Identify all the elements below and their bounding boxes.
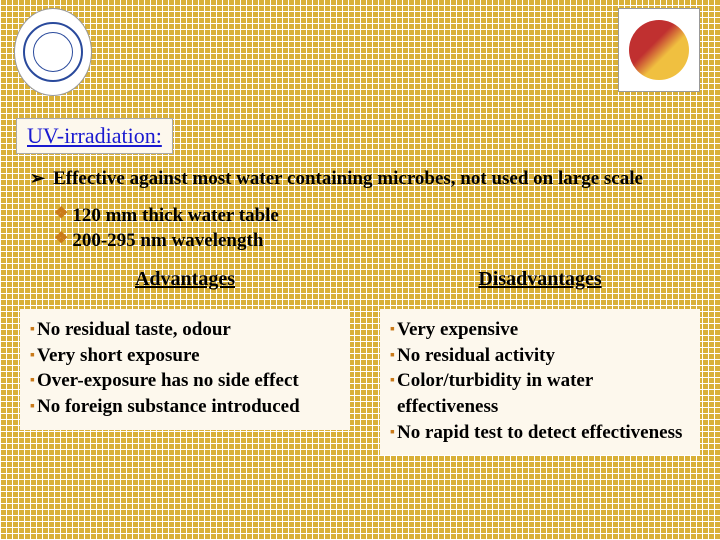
square-bullet-icon: ▪ xyxy=(390,343,395,369)
advantages-box: ▪ No residual taste, odour ▪ Very short … xyxy=(20,309,350,430)
sub-point: ❖ 200-295 nm wavelength xyxy=(54,229,279,254)
advantage-text: No residual taste, odour xyxy=(37,317,231,343)
logo-right xyxy=(618,8,700,92)
list-item: ▪ No rapid test to detect effectiveness xyxy=(390,420,690,446)
emblem-icon xyxy=(629,20,689,80)
disadvantages-column: Disadvantages ▪ Very expensive ▪ No resi… xyxy=(380,268,700,455)
arrow-bullet-icon: ➢ xyxy=(30,168,45,190)
square-bullet-icon: ▪ xyxy=(30,317,35,343)
advantage-text: Over-exposure has no side effect xyxy=(37,368,299,394)
list-item: ▪ Very expensive xyxy=(390,317,690,343)
list-item: ▪ No residual taste, odour xyxy=(30,317,340,343)
list-item: ▪ No foreign substance introduced xyxy=(30,394,340,420)
sub-points: ❖ 120 mm thick water table ❖ 200-295 nm … xyxy=(54,204,279,253)
disadvantage-text: No rapid test to detect effectiveness xyxy=(397,420,682,446)
disadvantage-text: No residual activity xyxy=(397,343,555,369)
logo-left xyxy=(14,8,92,96)
advantages-column: Advantages ▪ No residual taste, odour ▪ … xyxy=(20,268,350,455)
diamond-bullet-icon: ❖ xyxy=(54,229,68,254)
list-item: ▪ Very short exposure xyxy=(30,343,340,369)
square-bullet-icon: ▪ xyxy=(30,368,35,394)
columns: Advantages ▪ No residual taste, odour ▪ … xyxy=(20,268,700,455)
disadvantage-text: Color/turbidity in water effectiveness xyxy=(397,368,690,419)
disadvantages-header: Disadvantages xyxy=(380,268,700,291)
sub-point-text: 200-295 nm wavelength xyxy=(72,229,263,254)
square-bullet-icon: ▪ xyxy=(390,420,395,446)
square-bullet-icon: ▪ xyxy=(390,368,395,419)
square-bullet-icon: ▪ xyxy=(390,317,395,343)
square-bullet-icon: ▪ xyxy=(30,394,35,420)
main-point: ➢ Effective against most water containin… xyxy=(30,168,700,190)
list-item: ▪ Over-exposure has no side effect xyxy=(30,368,340,394)
square-bullet-icon: ▪ xyxy=(30,343,35,369)
disadvantage-text: Very expensive xyxy=(397,317,518,343)
seal-icon xyxy=(23,22,83,82)
sub-point: ❖ 120 mm thick water table xyxy=(54,204,279,229)
diamond-bullet-icon: ❖ xyxy=(54,204,68,229)
sub-point-text: 120 mm thick water table xyxy=(72,204,279,229)
list-item: ▪ No residual activity xyxy=(390,343,690,369)
advantage-text: No foreign substance introduced xyxy=(37,394,300,420)
main-point-text: Effective against most water containing … xyxy=(53,168,643,190)
slide-title: UV-irradiation: xyxy=(16,118,173,154)
slide-content: UV-irradiation: ➢ Effective against most… xyxy=(0,0,720,540)
list-item: ▪ Color/turbidity in water effectiveness xyxy=(390,368,690,419)
advantages-header: Advantages xyxy=(20,268,350,291)
advantage-text: Very short exposure xyxy=(37,343,200,369)
disadvantages-box: ▪ Very expensive ▪ No residual activity … xyxy=(380,309,700,455)
